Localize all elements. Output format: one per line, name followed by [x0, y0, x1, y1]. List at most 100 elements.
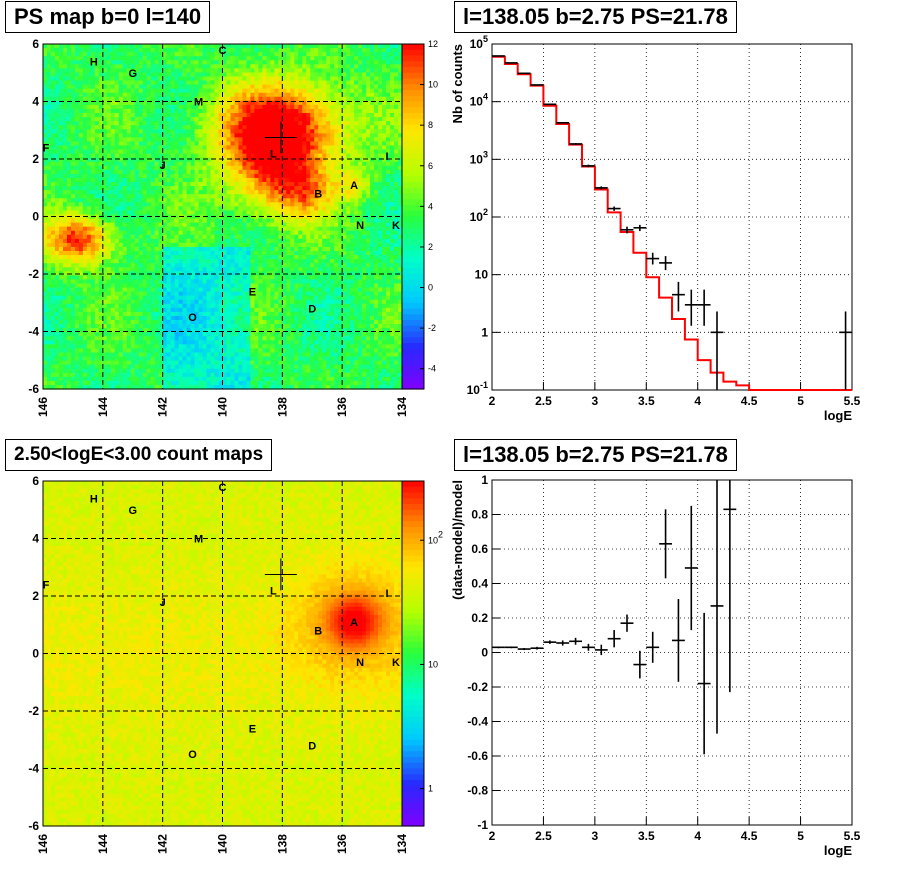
heatmap-cell [190, 259, 196, 264]
heatmap-cell [110, 348, 116, 354]
heatmap-cell [106, 242, 112, 248]
heatmap-cell [70, 129, 76, 134]
heatmap-cell [98, 76, 104, 82]
heatmap-cell [114, 336, 120, 341]
heatmap-cell [138, 291, 144, 297]
heatmap-cell [130, 251, 136, 256]
heatmap-cell [94, 64, 100, 69]
heatmap-cell [250, 149, 256, 155]
heatmap-cell [50, 222, 56, 228]
heatmap-cell [190, 133, 196, 138]
heatmap-cell [86, 368, 92, 374]
heatmap-cell [90, 190, 96, 195]
heatmap-cell [70, 182, 76, 187]
heatmap-cell [254, 113, 259, 118]
heatmap-cell [266, 384, 271, 390]
heatmap-cell [74, 165, 80, 171]
heatmap-cell [178, 145, 184, 151]
heatmap-cell [122, 372, 128, 378]
heatmap-cell [138, 324, 144, 329]
heatmap-cell [50, 234, 56, 240]
heatmap-cell [98, 177, 104, 183]
heatmap-cell [94, 92, 100, 98]
heatmap-cell [94, 72, 100, 78]
heatmap-cell [102, 320, 108, 325]
heatmap-cell [74, 64, 80, 69]
heatmap-cell [166, 129, 172, 134]
heatmap-cell [126, 295, 132, 301]
heatmap-cell [82, 108, 88, 114]
heatmap-cell [62, 311, 68, 317]
heatmap-cell [90, 311, 96, 317]
heatmap-cell [118, 263, 124, 268]
heatmap-cell [146, 320, 152, 325]
heatmap-cell [182, 64, 188, 69]
heatmap-cell [138, 145, 144, 151]
heatmap-cell [178, 121, 184, 126]
heatmap-cell [274, 259, 279, 264]
heatmap-cell [190, 324, 196, 329]
heatmap-cell [182, 263, 188, 268]
heatmap-cell [78, 169, 84, 175]
heatmap-cell [222, 96, 228, 102]
heatmap-cell [50, 307, 56, 313]
heatmap-cell [194, 133, 200, 138]
heatmap-cell [102, 125, 108, 130]
heatmap-cell [98, 92, 104, 98]
heatmap-cell [142, 129, 148, 134]
heatmap-cell [94, 352, 100, 358]
heatmap-cell [182, 182, 188, 187]
heatmap-cell [114, 283, 120, 289]
heatmap-cell [254, 108, 259, 114]
heatmap-cell [130, 56, 136, 61]
heatmap-cell [190, 117, 196, 122]
heatmap-cell [118, 198, 124, 203]
heatmap-cell [166, 60, 172, 65]
heatmap-cell [122, 145, 128, 151]
heatmap-cell [194, 307, 200, 313]
heatmap-cell [230, 88, 236, 94]
heatmap-cell [230, 360, 236, 366]
heatmap-cell [58, 311, 64, 317]
heatmap-cell [50, 210, 56, 216]
heatmap-cell [54, 186, 60, 191]
heatmap-cell [170, 76, 176, 82]
heatmap-cell [50, 340, 56, 345]
heatmap-cell [126, 328, 132, 333]
heatmap-cell [58, 380, 64, 386]
heatmap-cell [114, 72, 120, 78]
heatmap-cell [162, 100, 168, 106]
heatmap-cell [74, 246, 80, 252]
heatmap-cell [226, 283, 232, 289]
heatmap-cell [266, 80, 271, 86]
heatmap-cell [250, 226, 256, 232]
heatmap-cell [234, 202, 240, 207]
heatmap-cell [166, 344, 172, 350]
heatmap-cell [66, 121, 72, 126]
heatmap-cell [234, 145, 240, 151]
heatmap-cell [138, 161, 144, 167]
heatmap-cell [122, 137, 128, 143]
heatmap-cell [94, 303, 100, 309]
heatmap-cell [218, 52, 224, 57]
heatmap-cell [222, 234, 228, 240]
heatmap-cell [98, 113, 104, 118]
heatmap-cell [98, 320, 104, 325]
heatmap-cell [43, 222, 48, 228]
heatmap-cell [162, 340, 168, 345]
heatmap-cell [146, 202, 152, 207]
heatmap-cell [70, 380, 76, 386]
heatmap-cell [134, 259, 140, 264]
heatmap-cell [146, 246, 152, 252]
heatmap-cell [86, 194, 92, 199]
heatmap-cell [250, 92, 256, 98]
heatmap-cell [78, 368, 84, 374]
heatmap-cell [154, 226, 160, 232]
heatmap-cell [90, 141, 96, 147]
heatmap-cell [166, 218, 172, 224]
heatmap-cell [214, 271, 220, 276]
heatmap-cell [142, 376, 148, 382]
heatmap-cell [158, 149, 164, 155]
heatmap-cell [198, 121, 204, 126]
heatmap-cell [154, 344, 160, 350]
